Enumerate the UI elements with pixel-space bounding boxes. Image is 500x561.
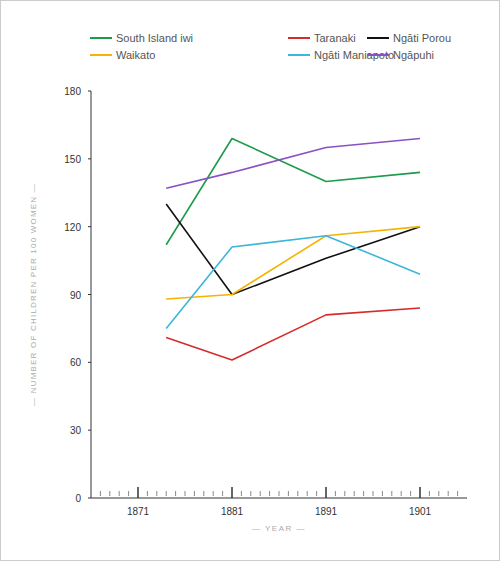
minor-tick: [222, 491, 223, 496]
chart: South Island iwi Taranaki Ngāti Porou Waika…: [0, 0, 500, 561]
minor-tick: [438, 491, 439, 496]
legend-label: Taranaki: [314, 32, 356, 44]
y-tick: [88, 362, 91, 363]
y-tick-label: 180: [64, 86, 81, 97]
legend-swatch: [288, 37, 310, 39]
x-tick-label: 1901: [409, 506, 432, 517]
x-axis-label: — YEAR —: [252, 524, 306, 533]
x-tick-label: 1881: [221, 506, 244, 517]
y-tick-label: 30: [70, 425, 82, 436]
plot-area: [166, 138, 420, 360]
minor-tick: [185, 491, 186, 496]
minor-tick: [373, 491, 374, 496]
legend-label: Ngāpuhi: [393, 49, 434, 61]
minor-tick: [279, 491, 280, 496]
x-tick: [231, 487, 233, 498]
legend-label: Ngāti Porou: [393, 32, 451, 44]
y-tick: [88, 158, 91, 159]
x-tick: [419, 487, 421, 498]
minor-tick: [316, 491, 317, 496]
minor-tick: [194, 491, 195, 496]
minor-tick: [109, 491, 110, 496]
series-line: [166, 236, 420, 329]
series-line: [166, 308, 420, 360]
minor-tick: [175, 491, 176, 496]
minor-tick: [260, 491, 261, 496]
minor-tick: [410, 491, 411, 496]
minor-tick: [354, 491, 355, 496]
minor-tick: [250, 491, 251, 496]
legend-swatch: [367, 37, 389, 39]
y-tick-label: 90: [70, 290, 82, 301]
y-tick-label: 60: [70, 357, 82, 368]
minor-tick: [363, 491, 364, 496]
minor-tick: [335, 491, 336, 496]
y-tick: [88, 91, 91, 92]
series-line: [166, 138, 420, 244]
minor-tick: [147, 491, 148, 496]
x-tick-label: 1891: [315, 506, 338, 517]
legend-swatch: [90, 54, 112, 56]
minor-tick: [166, 491, 167, 496]
y-tick: [88, 498, 91, 499]
series-line: [166, 138, 420, 188]
minor-tick: [382, 491, 383, 496]
minor-tick: [344, 491, 345, 496]
legend-label: Waikato: [116, 49, 155, 61]
x-tick-label: 1871: [127, 506, 150, 517]
minor-tick: [457, 491, 458, 496]
minor-tick: [203, 491, 204, 496]
minor-tick: [269, 491, 270, 496]
minor-tick: [429, 491, 430, 496]
y-tick: [88, 294, 91, 295]
minor-tick: [401, 491, 402, 496]
y-tick: [88, 430, 91, 431]
y-tick: [88, 226, 91, 227]
minor-tick: [391, 491, 392, 496]
y-axis-label: — NUMBER OF CHILDREN PER 100 WOMEN —: [29, 183, 38, 406]
x-tick: [325, 487, 327, 498]
minor-tick: [119, 491, 120, 496]
minor-tick: [297, 491, 298, 496]
legend-label: South Island iwi: [116, 32, 193, 44]
legend-label: Ngāti Maniapoto: [314, 49, 394, 61]
minor-tick: [241, 491, 242, 496]
legend-swatch: [367, 54, 389, 56]
legend-swatch: [90, 37, 112, 39]
x-axis: [91, 498, 467, 499]
series-line: [166, 227, 420, 299]
legend-swatch: [288, 54, 310, 56]
frame: [1, 1, 500, 561]
y-tick-label: 150: [64, 154, 81, 165]
y-tick-label: 0: [75, 493, 81, 504]
y-tick-label: 120: [64, 222, 81, 233]
minor-tick: [156, 491, 157, 496]
minor-tick: [307, 491, 308, 496]
minor-tick: [448, 491, 449, 496]
minor-tick: [128, 491, 129, 496]
minor-tick: [288, 491, 289, 496]
minor-tick: [100, 491, 101, 496]
minor-tick: [213, 491, 214, 496]
x-tick: [137, 487, 139, 498]
